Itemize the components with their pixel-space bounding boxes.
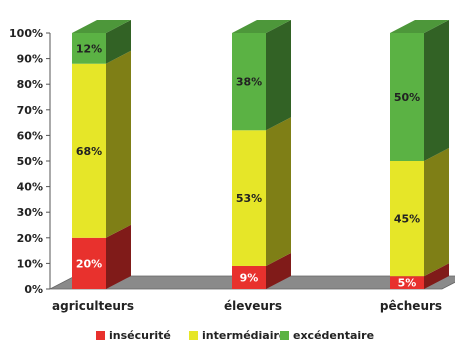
y-tick-label: 50%: [17, 155, 43, 168]
legend-swatch: [280, 331, 289, 340]
x-tick-label: pêcheurs: [380, 299, 442, 313]
y-tick-label: 60%: [17, 129, 43, 142]
bar-top-face: [390, 20, 449, 33]
legend-entry: insécurité: [109, 329, 171, 342]
legend-swatch: [96, 331, 105, 340]
bar-segment-side: [266, 117, 291, 266]
data-label: 9%: [240, 271, 259, 284]
y-tick-label: 0%: [24, 283, 43, 296]
y-tick-label: 90%: [17, 53, 43, 66]
x-tick-label: agriculteurs: [52, 299, 134, 313]
bar-segment: [72, 33, 106, 64]
x-axis-labels: agriculteurs éleveurs pêcheurs: [52, 299, 442, 313]
bar-top-face: [72, 20, 131, 33]
legend-entry: excédentaire: [293, 329, 374, 342]
y-tick-label: 100%: [9, 27, 43, 40]
data-label: 12%: [76, 42, 102, 55]
legend: insécurité intermédiaire excédentaire: [96, 329, 374, 342]
bar-segment-side: [266, 20, 291, 131]
y-tick-label: 20%: [17, 232, 43, 245]
bar-segment-side: [106, 224, 131, 289]
bar-segment-side: [266, 252, 291, 289]
bar-segment: [390, 161, 424, 277]
data-label: 45%: [394, 213, 420, 226]
bar-segment-side: [424, 20, 449, 161]
bar-segment: [390, 276, 424, 289]
data-label: 53%: [236, 192, 262, 205]
x-tick-label: éleveurs: [224, 299, 282, 313]
bar-segment-side: [424, 148, 449, 277]
y-tick-label: 30%: [17, 206, 43, 219]
bar-segment: [232, 33, 266, 131]
data-label: 68%: [76, 145, 102, 158]
bar-segment-side: [106, 20, 131, 64]
y-tick-label: 40%: [17, 181, 43, 194]
y-tick-label: 80%: [17, 78, 43, 91]
data-label: 5%: [398, 277, 417, 290]
bar-segment-side: [424, 263, 449, 289]
data-label: 50%: [394, 91, 420, 104]
data-label: 20%: [76, 257, 102, 270]
bars: 20% 68% 12% 9% 53% 38% 5% 45% 50%: [72, 20, 449, 290]
bar-segment: [232, 130, 266, 266]
bar-segment: [232, 265, 266, 289]
legend-swatch: [189, 331, 198, 340]
bar-segment: [72, 63, 106, 238]
data-label: 38%: [236, 76, 262, 89]
y-tick-label: 70%: [17, 104, 43, 117]
bar-top-face: [232, 20, 291, 33]
legend-entry: intermédiaire: [202, 329, 286, 342]
y-tick-label: 10%: [17, 257, 43, 270]
bar-segment-side: [106, 50, 131, 238]
y-axis: 0% 10% 20% 30% 40% 50% 60% 70% 80% 90% 100%: [9, 27, 51, 296]
bar-segment: [72, 237, 106, 289]
bar-segment: [390, 33, 424, 161]
